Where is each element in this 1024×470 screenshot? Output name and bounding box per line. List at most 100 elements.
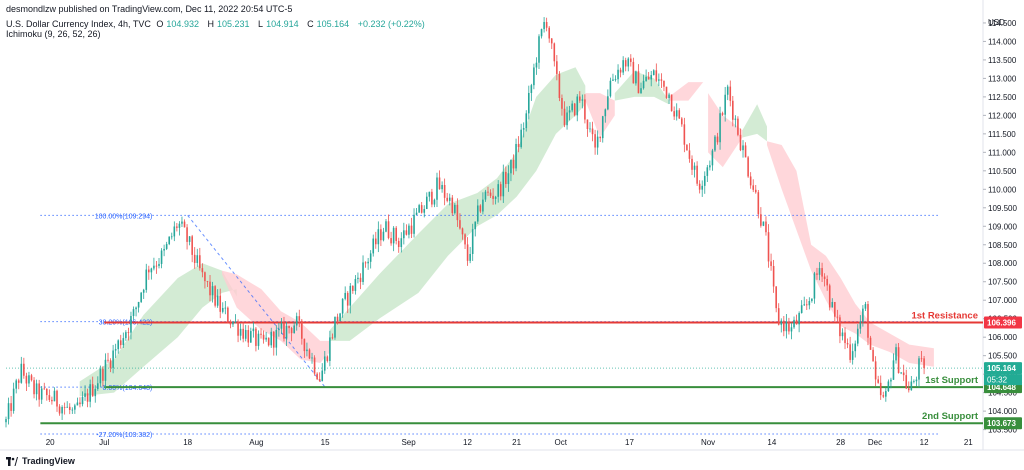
- candle-body: [374, 238, 377, 245]
- candle-body: [505, 171, 507, 185]
- candle-body: [23, 363, 25, 376]
- candle-body: [278, 328, 280, 330]
- candle-body: [586, 119, 589, 129]
- candle-body: [201, 268, 204, 273]
- candle-body: [642, 80, 645, 89]
- ohlc-close: C 105.164: [307, 19, 350, 29]
- candle-body: [915, 379, 918, 382]
- candle-body: [349, 285, 352, 306]
- candle-body: [84, 393, 86, 397]
- candle-body: [573, 103, 576, 116]
- candle-body: [239, 328, 242, 336]
- candle-body: [170, 236, 173, 238]
- candle-body: [308, 349, 311, 359]
- candle-body: [237, 321, 239, 336]
- candle-body: [433, 199, 436, 205]
- candle-body: [387, 221, 390, 239]
- candle-body: [25, 375, 28, 384]
- candle-body: [543, 21, 545, 30]
- candle-body: [716, 136, 719, 143]
- x-tick-label: 14: [767, 438, 776, 447]
- candle-body: [451, 197, 454, 214]
- candle-body: [410, 225, 413, 234]
- candle-body: [418, 205, 420, 213]
- candle-body: [550, 38, 553, 44]
- y-tick-label: 110.500: [988, 167, 1017, 176]
- publisher-line: desmondlzw published on TradingView.com,…: [6, 4, 293, 14]
- candle-body: [714, 136, 716, 151]
- candle-body: [476, 205, 479, 222]
- candle-body: [206, 281, 209, 282]
- candle-body: [390, 238, 392, 244]
- candle-body: [119, 340, 122, 346]
- candle-body: [668, 94, 670, 99]
- candle-body: [749, 176, 752, 186]
- candle-body: [522, 128, 525, 130]
- candle-body: [260, 333, 262, 335]
- candle-body: [51, 399, 53, 402]
- candle-body: [443, 185, 446, 198]
- candle-body: [548, 27, 551, 39]
- candle-body: [58, 406, 61, 414]
- candle-body: [800, 305, 803, 314]
- candle-body: [405, 230, 408, 235]
- y-tick-label: 109.000: [988, 222, 1017, 231]
- indicator-legend[interactable]: Ichimoku (9, 26, 52, 26): [6, 29, 101, 39]
- candle-body: [729, 86, 732, 101]
- y-tick-label: 105.500: [988, 352, 1017, 361]
- candle-body: [920, 358, 923, 360]
- candle-body: [127, 332, 130, 333]
- price-tag-label: 103.673: [987, 419, 1016, 428]
- candle-body: [507, 173, 510, 185]
- candle-body: [760, 214, 762, 226]
- candle-body: [178, 223, 181, 228]
- candle-body: [818, 268, 821, 275]
- candle-body: [854, 343, 857, 352]
- candle-body: [538, 36, 540, 63]
- candle-body: [466, 244, 469, 261]
- candle-body: [219, 295, 222, 312]
- candle-body: [856, 328, 859, 344]
- candle-body: [885, 391, 887, 397]
- candle-body: [165, 244, 168, 249]
- candle-body: [46, 388, 48, 396]
- candle-body: [556, 61, 558, 74]
- candle-body: [454, 204, 456, 214]
- candle-body: [400, 238, 403, 248]
- candle-body: [30, 375, 33, 381]
- price-axis: USD103.500104.000104.500105.000105.50010…: [983, 18, 1022, 435]
- currency-label: USD: [988, 18, 1005, 27]
- tradingview-footer[interactable]: TradingView: [6, 456, 75, 466]
- candle-body: [726, 86, 729, 95]
- candle-body: [408, 225, 410, 235]
- candle-body: [397, 240, 400, 248]
- candle-body: [624, 60, 627, 67]
- candle-body: [369, 253, 372, 262]
- candle-body: [754, 189, 757, 193]
- candle-body: [828, 285, 831, 308]
- candle-body: [711, 150, 714, 166]
- x-tick-label: 15: [321, 438, 330, 447]
- candle-body: [140, 292, 142, 302]
- candle-body: [168, 236, 171, 245]
- candle-body: [186, 227, 188, 242]
- candle-body: [247, 330, 250, 343]
- candle-body: [614, 79, 617, 81]
- candle-body: [612, 79, 614, 81]
- y-tick-label: 108.500: [988, 241, 1017, 250]
- candle-body: [492, 195, 494, 199]
- candle-body: [512, 159, 515, 169]
- candle-body: [851, 351, 854, 360]
- candle-body: [372, 238, 375, 254]
- x-tick-label: Nov: [701, 438, 715, 447]
- candle-body: [114, 349, 117, 351]
- candle-body: [270, 331, 273, 346]
- candle-body: [461, 228, 464, 235]
- candle-body: [576, 96, 579, 116]
- candle-body: [295, 316, 298, 326]
- candle-body: [112, 350, 114, 368]
- candle-body: [76, 402, 79, 406]
- candle-body: [66, 406, 69, 408]
